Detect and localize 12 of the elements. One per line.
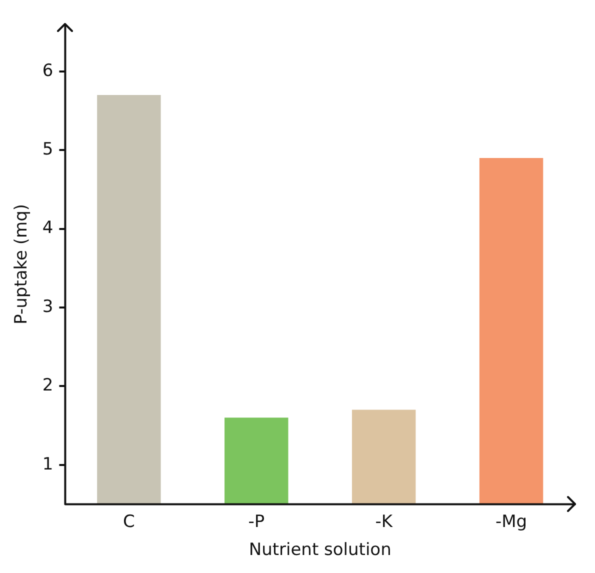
y-tick-label: 6 — [42, 60, 54, 81]
y-axis-title: P-uptake (mq) — [12, 204, 32, 324]
y-tick-label: 2 — [42, 376, 54, 396]
y-tick-label: 1 — [42, 454, 54, 474]
x-tick-label: -Mg — [495, 512, 528, 532]
x-tick-label: C — [123, 512, 135, 532]
y-tick-label: 3 — [42, 296, 54, 317]
y-tick-label: 4 — [42, 218, 54, 238]
x-tick-label: -P — [248, 512, 265, 532]
x-tick-label: -K — [375, 512, 394, 532]
x-axis-title: Nutrient solution — [248, 540, 392, 560]
y-tick-label: 5 — [42, 140, 54, 160]
